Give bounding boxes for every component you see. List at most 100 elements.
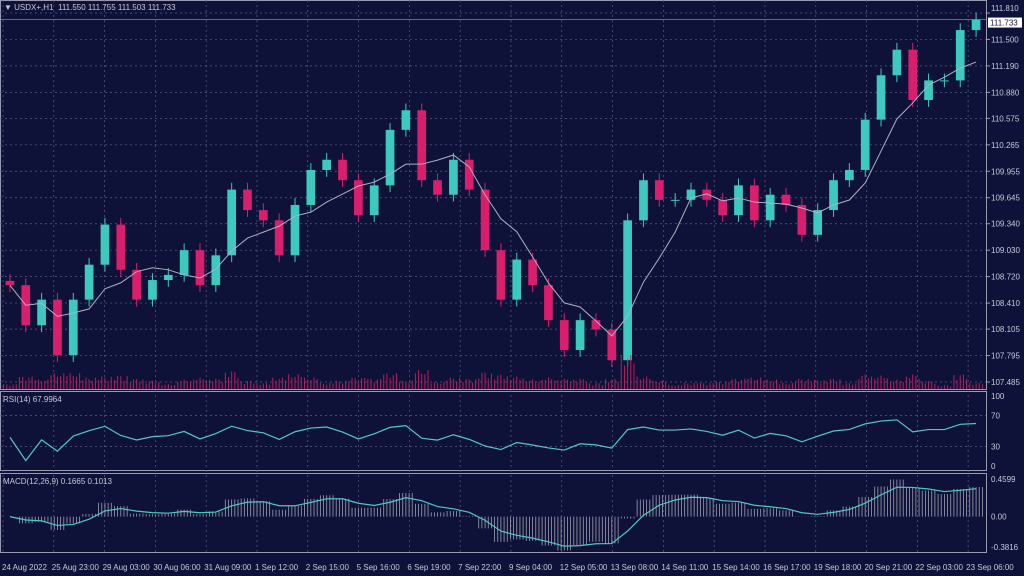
rsi-tick-label: 100 (991, 392, 1005, 401)
candle-body (354, 180, 363, 216)
candle-body (53, 299, 62, 356)
macd-tick-label: 0.00 (991, 513, 1007, 522)
chart-header: ▼ USDX+,H1 111.550 111.755 111.503 111.7… (4, 3, 176, 12)
x-tick-label: 15 Sep 14:00 (712, 563, 760, 572)
rsi-line (9, 419, 977, 462)
candle-body (227, 189, 237, 256)
candle-body (702, 189, 712, 200)
candle-body (148, 280, 157, 300)
x-tick-label: 22 Sep 03:00 (915, 563, 963, 572)
candle-body (845, 169, 854, 181)
x-tick-label: 7 Sep 22:00 (458, 563, 502, 572)
candle-body (401, 110, 411, 130)
x-tick-label: 9 Sep 04:00 (509, 563, 553, 572)
candle-body (813, 210, 823, 235)
y-tick-label: 109.955 (991, 167, 1020, 176)
candle-body (84, 264, 94, 300)
candle-body (512, 259, 522, 300)
candle-body (749, 185, 759, 221)
candle-body (955, 30, 965, 81)
x-tick-label: 5 Sep 16:00 (357, 563, 401, 572)
candle-body (211, 255, 221, 286)
candle-body (480, 189, 490, 251)
rsi-title: RSI(14) 67.9964 (3, 395, 62, 404)
x-tick-label: 29 Aug 03:00 (103, 563, 151, 572)
candle-body (940, 80, 949, 82)
candle-body (306, 169, 316, 205)
candle-body (258, 210, 268, 221)
y-tick-label: 110.265 (991, 141, 1020, 150)
candle-body (496, 250, 506, 300)
candle-body (892, 49, 902, 76)
candle-body (559, 320, 569, 351)
macd-signal-line (9, 486, 977, 547)
candle-body (322, 159, 332, 170)
x-tick-label: 30 Aug 06:00 (153, 563, 201, 572)
y-tick-label: 110.575 (991, 114, 1020, 123)
candle-body (607, 329, 617, 361)
macd-tick-label: -0.3816 (991, 543, 1019, 552)
y-tick-label: 111.810 (991, 4, 1019, 13)
candle-body (908, 49, 918, 101)
current-price-box (988, 17, 1022, 28)
candle-body (290, 204, 300, 256)
candle-body (132, 269, 141, 300)
macd-tick-label: 0.4599 (991, 475, 1016, 484)
x-tick-label: 23 Sep 06:00 (966, 563, 1014, 572)
y-tick-label: 108.105 (991, 325, 1020, 334)
y-tick-label: 107.795 (991, 352, 1020, 361)
candle-body (876, 75, 886, 120)
y-tick-label: 108.720 (991, 273, 1020, 282)
dropdown-arrow-icon[interactable]: ▼ (4, 3, 12, 12)
x-tick-label: 14 Sep 11:00 (661, 563, 709, 572)
candle-body (163, 274, 173, 281)
x-tick-label: 13 Sep 08:00 (611, 563, 659, 572)
rsi-panel (0, 391, 987, 471)
x-tick-label: 31 Aug 09:00 (204, 563, 252, 572)
rsi-tick-label: 70 (991, 411, 1000, 420)
x-tick-label: 1 Sep 12:00 (255, 563, 299, 572)
candle-body (100, 224, 110, 265)
ohlc-readout: 111.550 111.755 111.503 111.733 (57, 3, 176, 12)
macd-title: MACD(12,26,9) 0.1665 0.1013 (3, 477, 112, 486)
candle-body (924, 80, 933, 101)
candle-body (5, 280, 15, 286)
candle-body (654, 180, 664, 200)
candle-body (591, 320, 601, 330)
x-tick-label: 6 Sep 19:00 (407, 563, 451, 572)
candle-body (623, 220, 632, 361)
candle-body (544, 285, 553, 321)
moving-average-line (9, 61, 977, 337)
candle-body (179, 250, 189, 275)
candle-body (68, 299, 78, 356)
candle-body (338, 159, 347, 181)
candle-body (369, 185, 379, 216)
candle-body (765, 194, 775, 221)
candle-body (829, 180, 838, 211)
x-tick-label: 20 Sep 21:00 (865, 563, 913, 572)
candle-body (528, 259, 537, 286)
candle-body (670, 199, 680, 201)
y-tick-label: 110.880 (991, 88, 1020, 97)
y-tick-label: 109.340 (991, 220, 1020, 229)
candle-body (195, 250, 205, 286)
current-price-label: 111.733 (990, 19, 1018, 28)
candle-body (449, 159, 458, 195)
symbol-label: USDX+,H1 (14, 3, 54, 12)
candle-body (781, 194, 791, 205)
rsi-tick-label: 30 (991, 443, 1000, 452)
candle-body (433, 180, 442, 195)
candle-body (639, 180, 648, 221)
candle-body (971, 19, 981, 31)
y-tick-label: 111.190 (991, 62, 1019, 71)
candle-body (797, 204, 807, 235)
y-tick-label: 109.030 (991, 246, 1020, 255)
x-tick-label: 25 Aug 23:00 (52, 563, 100, 572)
candle-body (37, 299, 46, 326)
x-tick-label: 12 Sep 05:00 (560, 563, 608, 572)
candle-body (860, 119, 870, 170)
y-tick-label: 108.410 (991, 299, 1020, 308)
candle-body (243, 189, 252, 211)
y-tick-label: 107.485 (991, 378, 1020, 387)
